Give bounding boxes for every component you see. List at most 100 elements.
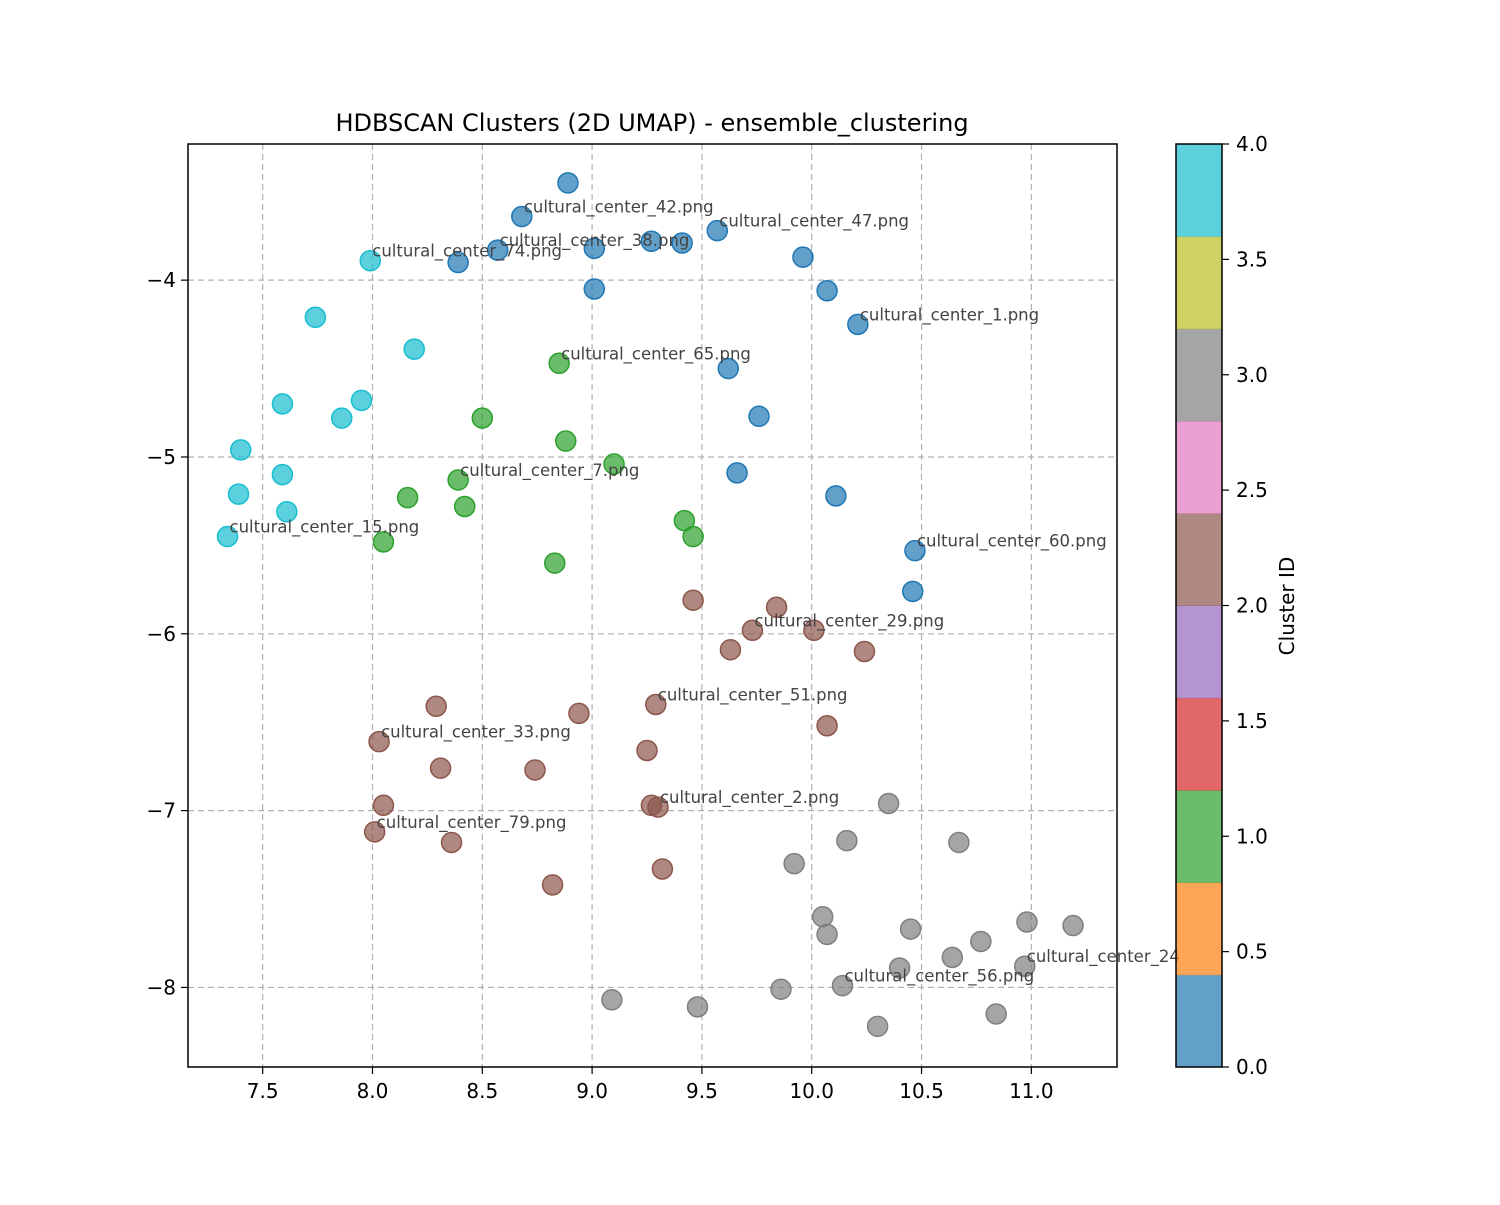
- colorbar-tick-label-5: 2.5: [1236, 478, 1268, 502]
- data-point-41: [429, 757, 452, 779]
- data-point-6: [671, 232, 693, 254]
- data-point-24: [453, 495, 476, 518]
- colorbar-band-8: [1176, 236, 1222, 330]
- colorbar-tick-label-0: 0.0: [1236, 1055, 1268, 1079]
- data-point-13: [748, 405, 770, 428]
- data-point-50: [877, 792, 900, 815]
- x-tick-label-6: 10.5: [899, 1079, 944, 1103]
- data-point-14: [726, 462, 748, 484]
- data-point-54: [811, 905, 834, 928]
- data-point-29: [682, 589, 704, 611]
- annotation-0: cultural_center_42.png: [524, 197, 714, 217]
- data-point-75: [229, 439, 252, 461]
- annotation-13: cultural_center_79.png: [377, 813, 567, 833]
- data-point-8: [583, 278, 606, 300]
- data-point-60: [941, 946, 964, 969]
- data-point-59: [970, 930, 992, 953]
- x-tick-label-2: 8.5: [466, 1079, 498, 1103]
- data-point-30: [765, 596, 788, 619]
- data-point-66: [686, 996, 709, 1018]
- data-point-4: [583, 237, 606, 260]
- data-point-79: [216, 525, 239, 548]
- data-point-17: [902, 580, 924, 603]
- data-point-74: [330, 407, 353, 429]
- data-point-51: [836, 829, 858, 852]
- annotation-14: cultural_center_24: [1027, 947, 1180, 967]
- data-point-56: [899, 918, 922, 940]
- data-point-0: [557, 172, 579, 194]
- data-point-77: [227, 483, 250, 505]
- data-point-61: [1014, 955, 1036, 977]
- data-point-58: [1062, 914, 1084, 937]
- x-tick-label-3: 9.0: [576, 1079, 608, 1103]
- annotation-1: cultural_center_47.png: [719, 212, 909, 232]
- data-point-26: [682, 525, 704, 548]
- annotation-7: cultural_center_15.png: [230, 518, 420, 538]
- y-axis-ticks: −4 −5 −6 −7 −8: [147, 268, 188, 999]
- annotation-11: cultural_center_33.png: [381, 723, 571, 743]
- y-tick-label-0: −4: [147, 268, 176, 292]
- colorbar-tick-label-4: 2.0: [1236, 594, 1268, 618]
- data-point-1: [511, 205, 533, 228]
- colorbar-band-1: [1176, 882, 1222, 976]
- plot-frame: [187, 143, 1118, 1068]
- colorbar-band-7: [1176, 328, 1222, 422]
- annotation-2: cultural_center_38.png: [500, 231, 690, 251]
- data-point-15: [825, 485, 847, 507]
- data-point-49: [541, 874, 564, 896]
- data-point-36: [425, 695, 447, 718]
- x-tick-label-0: 7.5: [247, 1079, 279, 1103]
- data-point-69: [359, 249, 382, 272]
- data-point-23: [396, 486, 419, 509]
- data-point-55: [816, 923, 838, 946]
- point-annotations: cultural_center_42.pngcultural_center_47…: [230, 197, 1180, 986]
- data-point-48: [651, 858, 674, 880]
- colorbar-band-5: [1176, 513, 1222, 606]
- data-point-73: [271, 393, 294, 415]
- data-point-63: [831, 974, 854, 997]
- data-point-46: [363, 821, 386, 843]
- colorbar-band-2: [1176, 790, 1222, 883]
- colorbar-tick-label-8: 4.0: [1236, 132, 1268, 156]
- data-point-32: [803, 619, 825, 642]
- data-point-27: [372, 531, 395, 553]
- annotation-3: cultural_center_74.png: [372, 242, 562, 262]
- data-point-21: [603, 453, 625, 475]
- data-point-5: [640, 230, 663, 253]
- colorbar-tick-label-6: 3.0: [1236, 363, 1268, 387]
- data-point-38: [816, 714, 838, 737]
- data-point-28: [544, 552, 566, 574]
- data-point-9: [792, 246, 814, 268]
- data-point-35: [645, 693, 667, 716]
- y-tick-label-3: −7: [147, 799, 176, 823]
- colorbar: 0.0 0.5 1.0 1.5 2.0 2.5 3.0 3.5 4.0: [1175, 132, 1268, 1079]
- data-point-16: [904, 539, 926, 562]
- data-point-62: [888, 957, 911, 979]
- data-point-70: [304, 306, 327, 329]
- data-point-68: [866, 1015, 889, 1038]
- y-tick-label-1: −5: [147, 445, 176, 469]
- colorbar-band-3: [1176, 697, 1222, 791]
- data-point-71: [403, 338, 425, 360]
- chart-title: HDBSCAN Clusters (2D UMAP) - ensemble_cl…: [335, 109, 968, 137]
- colorbar-label: Cluster ID: [1275, 557, 1299, 656]
- data-point-33: [719, 638, 742, 661]
- x-axis-ticks: 7.5 8.0 8.5 9.0 9.5 10.0 10.5 11.0: [247, 1067, 1054, 1103]
- data-point-45: [647, 796, 669, 818]
- data-point-43: [372, 794, 395, 817]
- colorbar-tick-label-2: 1.0: [1236, 824, 1268, 848]
- colorbar-band-0: [1176, 974, 1222, 1068]
- data-point-42: [524, 759, 546, 781]
- data-point-67: [985, 1003, 1007, 1025]
- data-point-22: [447, 469, 469, 491]
- colorbar-band-4: [1176, 605, 1222, 699]
- data-point-7: [706, 219, 729, 242]
- annotation-9: cultural_center_29.png: [754, 611, 944, 631]
- data-point-34: [853, 640, 876, 663]
- data-point-11: [847, 313, 869, 336]
- y-tick-label-2: −6: [147, 622, 176, 646]
- annotation-10: cultural_center_51.png: [658, 686, 848, 706]
- colorbar-band-6: [1176, 420, 1222, 514]
